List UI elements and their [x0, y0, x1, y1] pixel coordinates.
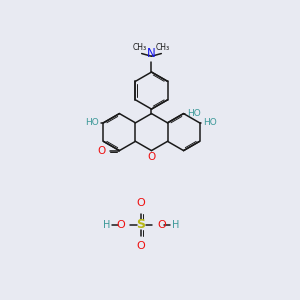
Text: H: H	[103, 220, 111, 230]
Text: O: O	[137, 198, 146, 208]
Text: O: O	[147, 152, 156, 162]
Text: H: H	[172, 220, 179, 230]
Text: HO: HO	[203, 118, 217, 127]
Text: O: O	[98, 146, 106, 156]
Text: O: O	[137, 242, 146, 251]
Text: S: S	[136, 218, 146, 231]
Text: O: O	[116, 220, 125, 230]
Text: CH₃: CH₃	[133, 44, 147, 52]
Text: N: N	[147, 47, 156, 60]
Text: CH₃: CH₃	[156, 44, 170, 52]
Text: O: O	[157, 220, 166, 230]
Text: HO: HO	[85, 118, 99, 127]
Text: HO: HO	[187, 109, 201, 118]
